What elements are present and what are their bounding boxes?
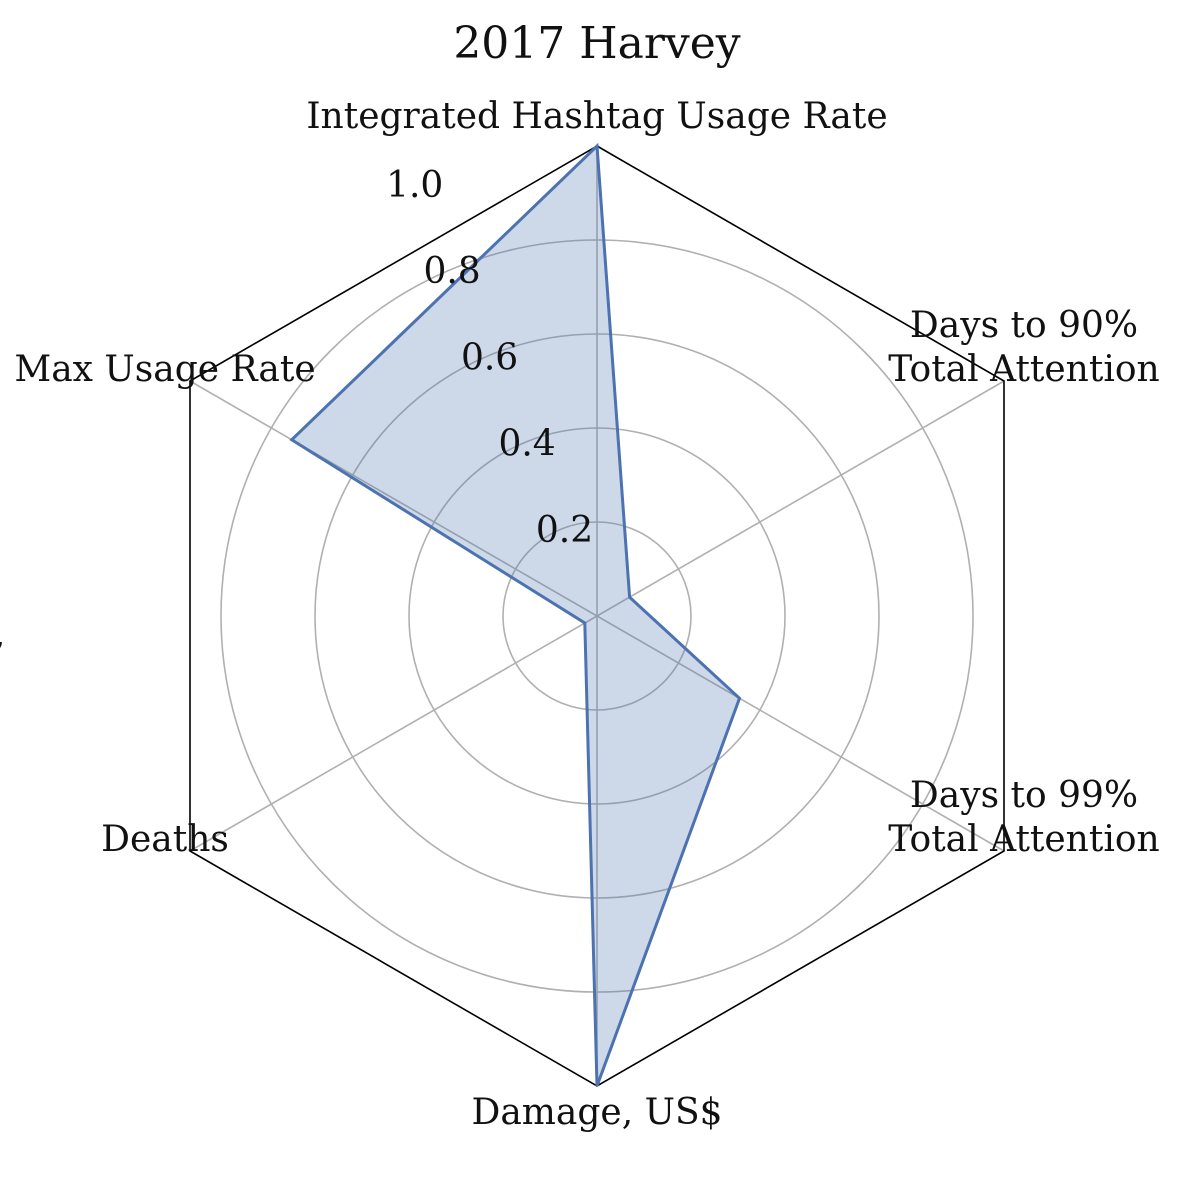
series-layer	[289, 142, 742, 1087]
chart-title: 2017 Harvey	[453, 18, 740, 69]
spoke-line	[596, 380, 1005, 617]
spoke-line	[596, 615, 1005, 852]
tick-label: 0.2	[536, 510, 593, 551]
axis-label: Deaths	[101, 819, 229, 860]
tick-label: 0.8	[423, 251, 480, 292]
tick-label: 1.0	[386, 165, 443, 206]
axis-label: Days to 90%	[910, 305, 1138, 346]
axis-label: Days to 99%	[910, 775, 1138, 816]
spoke-line	[189, 380, 598, 617]
tick-labels: 0.2 0.4 0.6 0.8 1.0	[386, 165, 593, 551]
series-fill	[291, 146, 740, 1086]
axis-label: Max Usage Rate	[14, 349, 315, 390]
tick-label: 0.6	[461, 337, 518, 378]
axis-labels: Integrated Hashtag Usage Rate Days to 90%…	[14, 96, 1159, 1133]
tick-label: 0.4	[498, 424, 555, 465]
grid	[189, 146, 1005, 1086]
axis-label: Total Attention	[888, 349, 1159, 390]
stray-mark: ,	[0, 614, 5, 655]
spoke-line	[189, 615, 598, 852]
axis-label: Damage, US$	[471, 1092, 722, 1133]
axis-label: Integrated Hashtag Usage Rate	[306, 96, 887, 137]
axis-label: Total Attention	[888, 819, 1159, 860]
